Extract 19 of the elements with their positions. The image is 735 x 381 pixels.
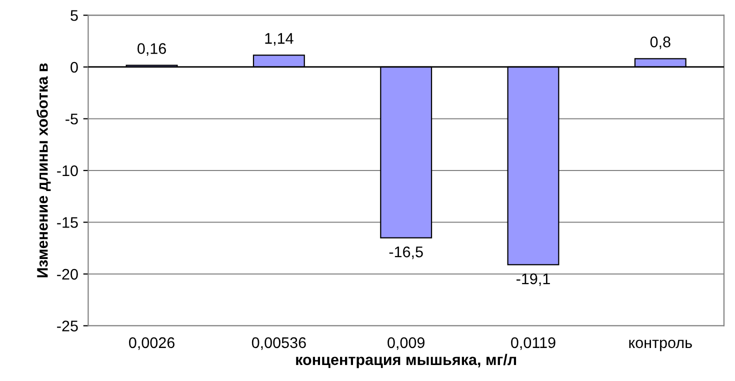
x-tick-label: 0,0026 — [129, 337, 174, 350]
y-tick-label: 5 — [70, 10, 78, 21]
data-label: 1,14 — [265, 33, 294, 46]
y-tick-label: 0 — [70, 62, 78, 73]
data-label: 0,8 — [650, 36, 670, 50]
x-axis-title: концентрация мышьяка, мг/л — [296, 354, 516, 368]
data-label: -19,1 — [516, 273, 550, 286]
y-axis-title: Изменение длины хоботка в — [36, 63, 51, 278]
y-tick-label: -20 — [57, 268, 78, 280]
data-label: 0,16 — [138, 43, 166, 56]
x-tick-label: 0,009 — [388, 337, 424, 350]
y-tick-label: -15 — [57, 217, 78, 228]
y-tick-label: -25 — [57, 320, 78, 332]
y-tick-label: -5 — [66, 114, 78, 124]
x-tick-label: 0,00536 — [252, 337, 306, 350]
data-label: -16,5 — [389, 246, 423, 260]
x-tick-label: 0,0119 — [511, 337, 556, 350]
y-tick-label: -10 — [57, 165, 78, 176]
x-tick-label: контроль — [629, 340, 692, 352]
